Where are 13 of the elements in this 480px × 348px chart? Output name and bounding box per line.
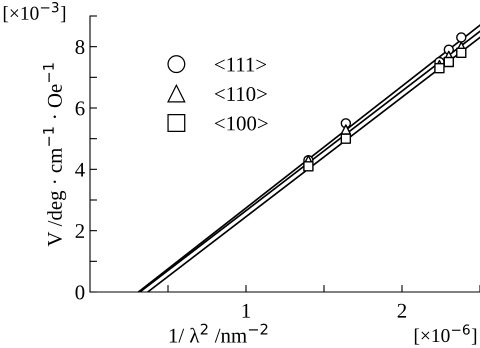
y-tick-label: 6 xyxy=(76,101,85,116)
x-axis-title: 1/ λ$^{2}$ /nm$^{−2}$ xyxy=(170,324,268,343)
y-tick-label: 2 xyxy=(76,224,84,238)
y-tick-label: 8 xyxy=(76,40,84,54)
legend-label: <111> xyxy=(214,58,266,72)
legend-label: <100> xyxy=(214,116,268,130)
x-tick-label: 1 xyxy=(242,304,250,318)
y-tick-label: 0 xyxy=(76,285,84,300)
text: [×10$^{−3}$] xyxy=(4,2,66,22)
y-axis-title: V /deg · cm$^{−1}$ · Oe$^{−1}$ xyxy=(43,63,66,246)
text: [×10$^{−6}$] xyxy=(414,324,476,345)
y-tick-label: 4 xyxy=(75,162,85,177)
legend-label: <110> xyxy=(214,86,267,102)
